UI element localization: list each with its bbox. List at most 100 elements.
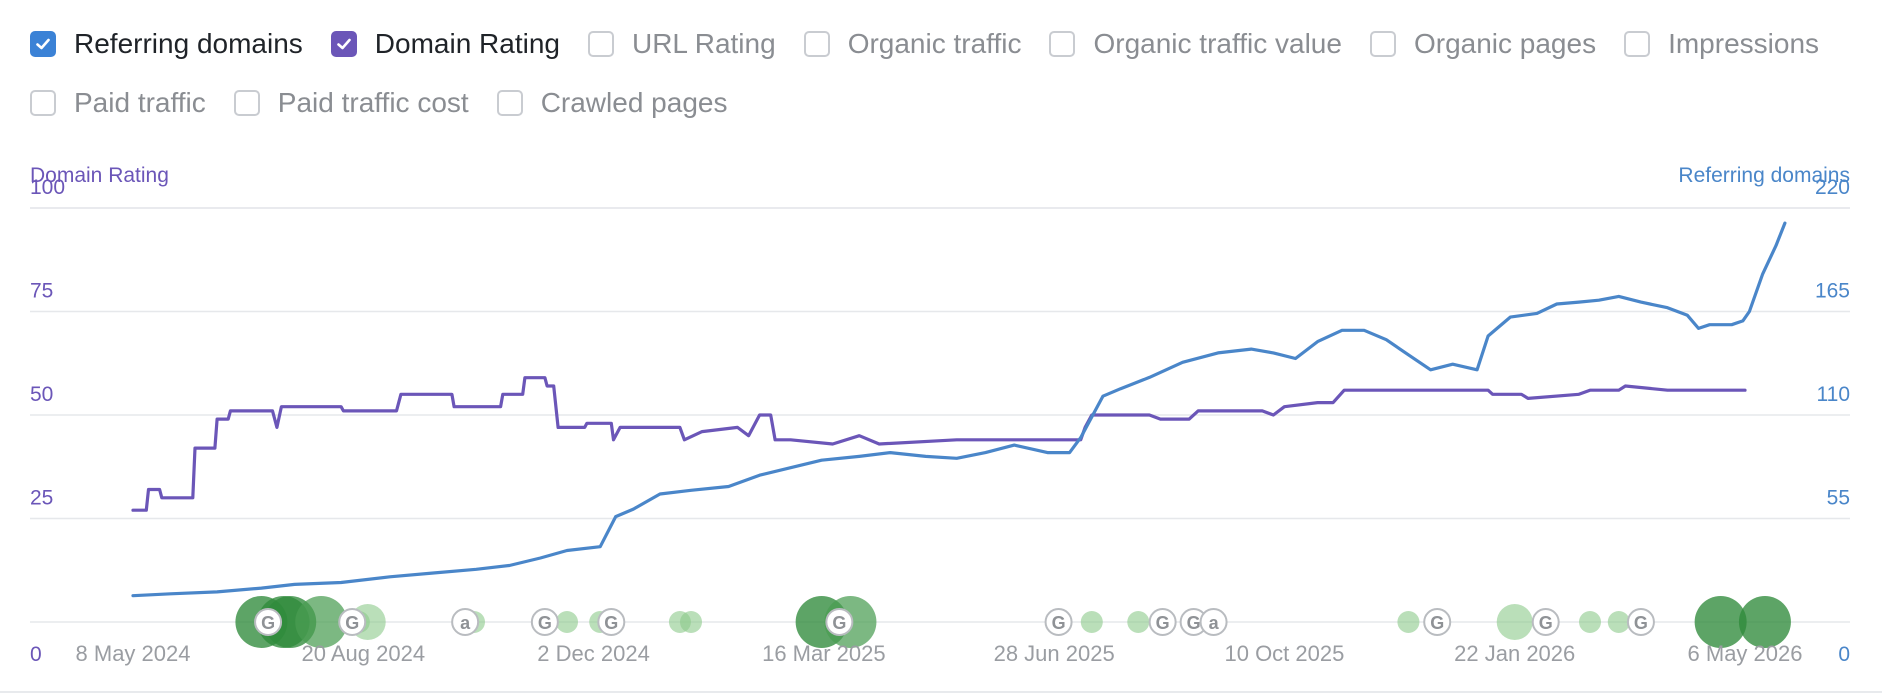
right-tick-label: 220 [1815,176,1850,199]
event-bubble[interactable] [1496,604,1533,640]
toggle-organic-pages[interactable]: Organic pages [1369,28,1597,60]
google-update-icon[interactable]: G [597,608,626,636]
left-axis-ticks: 0 25 50 75 100 [30,176,65,666]
checkbox-organic-pages[interactable] [1369,31,1396,57]
toggle-label: Organic traffic [847,28,1022,59]
toggle-label: URL Rating [631,28,776,59]
x-tick-label: 8 May 2024 [76,641,191,666]
right-tick-label: 165 [1815,280,1850,303]
right-tick-label: 110 [1817,383,1850,406]
svg-text:G: G [1052,613,1066,633]
checkmark-icon [336,38,351,50]
toggle-organic-traffic-value[interactable]: Organic traffic value [1049,28,1342,60]
event-bubble[interactable] [1694,596,1747,648]
x-tick-label: 28 Jun 2025 [994,641,1115,666]
event-bubble[interactable] [680,611,702,633]
svg-text:G: G [832,613,846,633]
checkmark-icon [36,38,50,50]
checkbox-domain-rating[interactable] [330,31,357,57]
checkbox-crawled-pages[interactable] [496,90,523,116]
toggle-label: Organic pages [1413,28,1597,59]
left-tick-label: 50 [30,383,53,406]
left-tick-label: 75 [30,280,53,303]
google-update-icon[interactable]: G [1626,608,1655,636]
svg-text:G: G [1539,613,1553,633]
series-line-referring-domains [131,221,1787,598]
svg-text:G: G [1187,613,1201,633]
metric-toggle-row-1: Referring domains Domain Rating URL Rating… [30,28,1847,60]
left-axis-title: Domain Rating [30,164,169,187]
right-tick-label: 0 [1838,643,1850,666]
svg-text:G: G [604,613,618,633]
google-update-icon[interactable]: G [1531,608,1560,636]
toggle-label: Crawled pages [540,87,728,118]
toggle-domain-rating[interactable]: Domain Rating [330,28,560,60]
chart-bottom-border [0,691,1882,693]
google-update-icon[interactable]: G [1044,608,1073,636]
google-update-icon[interactable]: G [254,608,283,636]
event-bubble[interactable] [1080,611,1103,633]
right-axis-ticks: 0 55 110 165 220 [1815,176,1850,666]
checkbox-organic-traffic[interactable] [803,31,830,57]
checkbox-organic-traffic-value[interactable] [1049,31,1076,57]
svg-text:a: a [460,613,471,633]
svg-text:G: G [261,613,275,633]
toggle-label: Referring domains [74,28,303,59]
metrics-line-chart: Domain Rating Referring domains 0 25 50 75 1… [30,164,1850,666]
toggle-label: Paid traffic [74,87,206,118]
checkbox-url-rating[interactable] [587,31,614,57]
svg-text:G: G [1634,613,1648,633]
toggle-crawled-pages[interactable]: Crawled pages [496,87,728,119]
x-tick-label: 22 Jan 2026 [1454,641,1575,666]
checkbox-paid-traffic[interactable] [30,90,56,116]
toggle-label: Paid traffic cost [277,87,469,118]
x-tick-label: 6 May 2026 [1688,641,1803,666]
x-tick-label: 2 Dec 2024 [537,641,650,666]
google-update-icon[interactable]: G [530,608,559,636]
event-bubble[interactable] [1579,611,1601,633]
series-line-domain-rating [131,376,1747,512]
google-update-icon[interactable]: G [1423,608,1452,636]
toggle-impressions[interactable]: Impressions [1624,28,1819,60]
toggle-organic-traffic[interactable]: Organic traffic [803,28,1022,60]
toggle-label: Impressions [1668,28,1820,59]
toggle-paid-traffic[interactable]: Paid traffic [30,87,206,119]
x-tick-label: 10 Oct 2025 [1224,641,1344,666]
event-bubble[interactable] [1127,611,1150,633]
x-tick-label: 16 Mar 2025 [762,641,886,666]
checkbox-impressions[interactable] [1624,31,1651,57]
event-bubble[interactable] [1738,596,1791,648]
right-axis-title: Referring domains [1678,164,1850,187]
google-update-icon[interactable]: G [338,608,367,636]
event-bubble[interactable] [1607,611,1630,633]
metric-toggle-row-2: Paid traffic Paid traffic cost Crawled pag… [30,87,755,119]
x-axis-ticks: 8 May 2024 20 Aug 2024 2 Dec 2024 16 Mar 20… [76,641,1803,666]
svg-text:a: a [1209,613,1220,633]
left-tick-label: 25 [30,487,53,510]
svg-text:G: G [1430,613,1444,633]
left-tick-label: 0 [30,643,42,666]
event-bubble[interactable] [1397,611,1420,633]
checkbox-referring-domains[interactable] [30,31,56,57]
svg-text:G: G [1156,613,1170,633]
google-update-icon[interactable]: G [1148,608,1177,636]
google-update-icon[interactable]: G [825,608,854,636]
toggle-label: Domain Rating [374,28,560,59]
toggle-label: Organic traffic value [1093,28,1342,59]
toggle-url-rating[interactable]: URL Rating [587,28,776,60]
left-tick-label: 100 [30,176,65,199]
right-tick-label: 55 [1827,487,1850,510]
toggle-paid-traffic-cost[interactable]: Paid traffic cost [233,87,469,119]
ahrefs-update-icon[interactable]: a [451,608,480,636]
toggle-referring-domains[interactable]: Referring domains [30,28,303,60]
checkbox-paid-traffic-cost[interactable] [233,90,260,116]
event-bubble[interactable] [556,611,578,633]
event-bubble[interactable] [295,596,348,648]
x-tick-label: 20 Aug 2024 [301,641,425,666]
ahrefs-update-icon[interactable]: a [1199,608,1228,636]
svg-text:G: G [345,613,359,633]
series-lines [131,221,1787,598]
svg-text:G: G [538,613,552,633]
grid-lines [30,207,1850,623]
